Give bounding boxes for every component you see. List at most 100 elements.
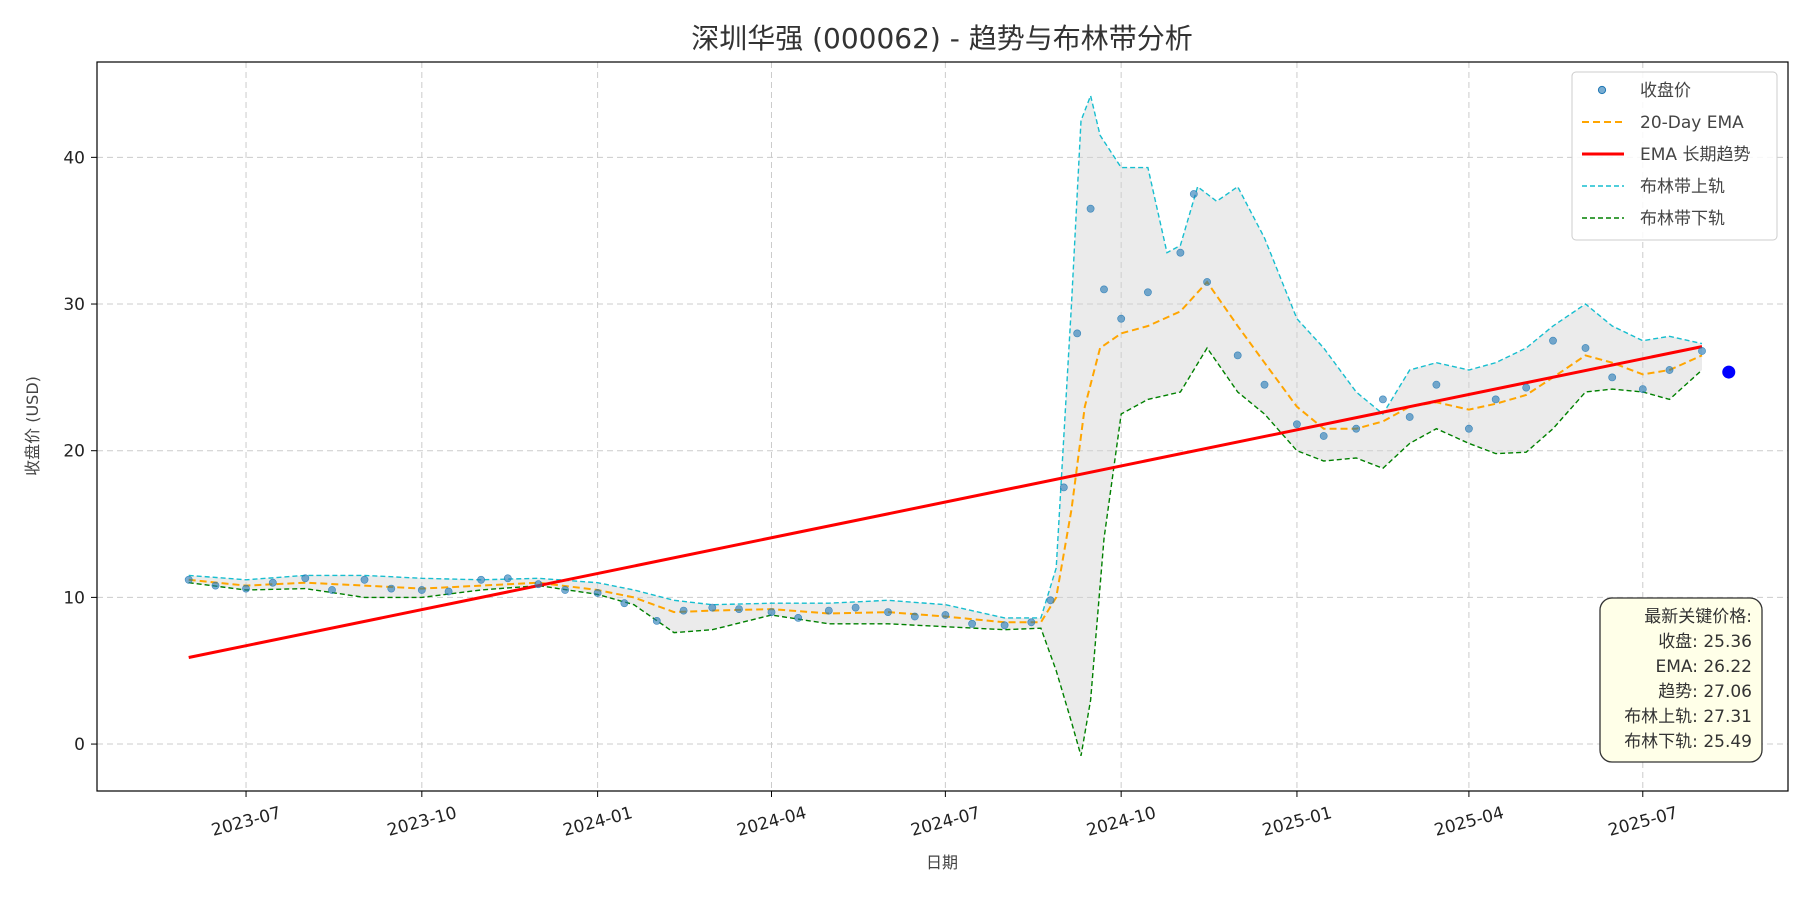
- close-price-point: [735, 605, 743, 613]
- close-price-point: [360, 575, 369, 584]
- x-tick-label: 2025-04: [1432, 803, 1506, 841]
- y-tick-label: 20: [63, 442, 85, 462]
- y-tick-label: 30: [63, 295, 85, 315]
- close-price-point: [1059, 483, 1068, 492]
- close-price-point: [1046, 596, 1055, 605]
- close-price-point: [477, 575, 485, 584]
- close-price-point: [1000, 621, 1009, 630]
- bollinger-band-fill: [188, 95, 1703, 756]
- x-tick-label: 2024-01: [561, 803, 635, 841]
- info-box-line: 布林下轨: 25.49: [1624, 732, 1752, 752]
- close-price-point: [1638, 385, 1647, 393]
- close-price-point: [620, 599, 629, 608]
- close-price-point: [708, 603, 717, 612]
- x-tick-label: 2023-10: [385, 803, 459, 841]
- x-tick-label: 2024-04: [735, 803, 809, 841]
- close-price-point: [941, 611, 950, 619]
- close-price-point: [767, 608, 776, 616]
- close-price-point: [417, 586, 426, 594]
- close-price-point: [1117, 314, 1126, 323]
- close-price-point: [184, 575, 193, 584]
- close-price-point: [503, 574, 512, 583]
- close-price-point: [1100, 285, 1108, 294]
- close-price-point: [1352, 424, 1361, 433]
- close-price-point: [1027, 618, 1036, 627]
- close-price-point: [1465, 424, 1473, 433]
- legend-box: [1571, 71, 1778, 241]
- close-price-point: [1581, 344, 1590, 352]
- close-price-point: [593, 589, 602, 597]
- legend-swatch-close: [1597, 85, 1607, 95]
- close-price-point: [968, 619, 976, 628]
- close-price-point: [824, 606, 833, 615]
- close-price-point: [1189, 190, 1198, 198]
- latest-price-info-box: 最新关键价格: 收盘: 25.36 EMA: 26.22 趋势: 27.06 布林上轨:…: [1599, 597, 1763, 763]
- close-price-point: [268, 578, 277, 587]
- close-price-point: [794, 614, 803, 622]
- close-price-point: [211, 581, 220, 590]
- close-price-point: [1608, 373, 1617, 382]
- close-price-point: [1144, 288, 1152, 297]
- close-price-point: [652, 617, 661, 625]
- close-price-point: [851, 603, 860, 612]
- latest-close-point: [1722, 365, 1736, 379]
- bollinger-upper-line: [188, 93, 1703, 619]
- close-price-point: [1260, 380, 1269, 389]
- y-tick-label: 0: [74, 735, 85, 755]
- legend-label: 收盘价: [1640, 81, 1691, 101]
- y-tick-label: 10: [63, 588, 85, 608]
- scatter-layer: [184, 190, 1736, 630]
- x-tick-label: 2025-01: [1260, 803, 1334, 841]
- chart-title: 深圳华强 (000062) - 趋势与布林带分析: [691, 22, 1193, 55]
- legend-label: 布林带上轨: [1640, 177, 1725, 197]
- close-price-point: [1665, 366, 1674, 374]
- close-price-point: [1491, 395, 1500, 404]
- close-price-point: [387, 584, 396, 593]
- close-price-point: [1293, 420, 1301, 429]
- close-price-point: [884, 608, 892, 616]
- info-box-line: 布林上轨: 27.31: [1624, 707, 1752, 727]
- legend-label: EMA 长期趋势: [1640, 145, 1750, 165]
- info-box-line: 收盘: 25.36: [1658, 632, 1752, 652]
- close-price-point: [1233, 351, 1242, 360]
- close-price-point: [910, 612, 919, 621]
- ticks-layer: 2023-07 2023-10 2024-01 2024-04 2024-07 2024-…: [63, 148, 1680, 840]
- x-tick-label: 2024-07: [909, 803, 983, 841]
- close-price-point: [1698, 347, 1706, 355]
- legend-label: 20-Day EMA: [1640, 113, 1744, 133]
- band-layer: [188, 95, 1703, 756]
- info-box-line: 趋势: 27.06: [1658, 682, 1752, 702]
- close-price-point: [534, 580, 543, 589]
- y-axis-title: 收盘价 (USD): [23, 376, 42, 476]
- close-price-point: [1522, 383, 1531, 392]
- x-tick-label: 2024-10: [1085, 803, 1159, 841]
- close-price-point: [1549, 336, 1557, 345]
- info-box-line: 最新关键价格:: [1644, 607, 1752, 627]
- close-price-point: [328, 586, 336, 594]
- close-price-point: [1319, 432, 1328, 440]
- info-box-line: EMA: 26.22: [1655, 657, 1752, 677]
- info-box-frame: [1599, 597, 1763, 763]
- x-tick-label: 2023-07: [209, 803, 283, 841]
- close-price-point: [561, 586, 569, 594]
- y-tick-label: 40: [63, 148, 85, 168]
- x-tick-label: 2025-07: [1606, 803, 1680, 841]
- close-price-point: [1432, 380, 1441, 389]
- close-price-point: [1405, 413, 1414, 421]
- close-price-point: [242, 584, 250, 593]
- close-price-point: [679, 606, 688, 615]
- close-price-point: [1176, 248, 1185, 257]
- close-price-point: [1379, 395, 1387, 404]
- close-price-point: [1086, 204, 1095, 213]
- plot-frame: [96, 61, 1789, 792]
- close-price-point: [1203, 278, 1211, 286]
- ema-20-line: [188, 280, 1703, 624]
- ema-long-trend-line: [188, 345, 1703, 659]
- x-axis-title: 日期: [926, 853, 958, 872]
- close-price-point: [301, 574, 310, 583]
- close-price-point: [444, 587, 453, 596]
- close-price-point: [1073, 329, 1082, 338]
